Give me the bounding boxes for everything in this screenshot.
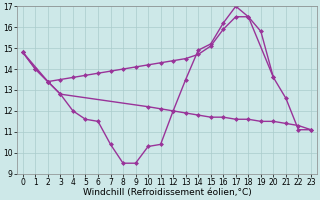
X-axis label: Windchill (Refroidissement éolien,°C): Windchill (Refroidissement éolien,°C) xyxy=(83,188,251,197)
